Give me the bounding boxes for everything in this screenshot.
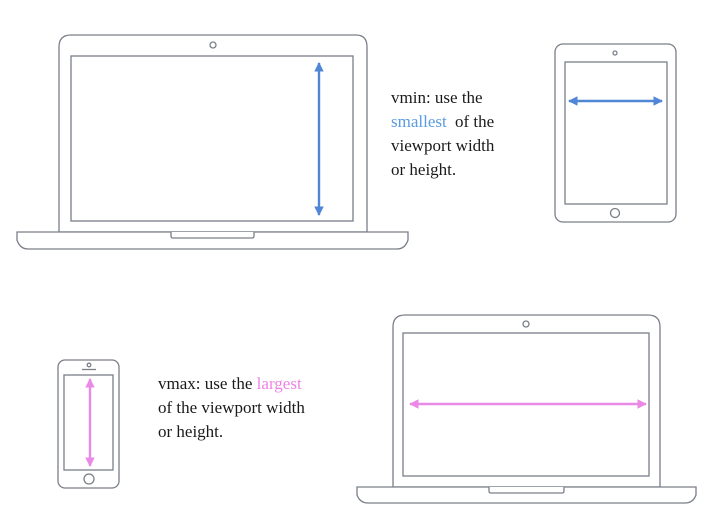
tablet-camera [612,50,618,56]
tablet-icon [554,43,677,223]
phone-camera [86,362,92,368]
laptop-screen [70,55,354,222]
laptop-notch [488,487,565,494]
laptop-base [16,231,409,250]
vmin-line-4: or height. [391,160,457,179]
vmax-description: vmax: use the largest of the viewport wi… [158,372,305,444]
laptop-base [356,486,697,504]
vmax-line-3: or height. [158,422,224,441]
laptop-camera [209,41,217,49]
vmin-line-1: vmin: use the [391,88,483,107]
laptop-notch [170,232,255,239]
phone-screen [63,374,114,471]
vmax-line-2: of the viewport width [158,398,305,417]
vmin-after-highlight: of the [454,112,495,131]
vmin-description: vmin: use the smallest of the viewport w… [391,86,494,182]
laptop-icon [356,314,697,504]
tablet-screen [564,61,668,205]
vmin-line-3: viewport width [391,136,495,155]
vmax-highlight: largest [256,374,302,393]
phone-icon [57,359,120,489]
laptop-icon [16,34,409,250]
vmin-highlight: smallest [391,112,447,131]
tablet-home-button [609,207,621,219]
vmin-line-2: smallest of the [391,110,494,134]
vmax-prefix: vmax: use the [158,374,253,393]
laptop-camera [522,320,530,328]
phone-home-button [83,473,95,485]
vmax-line-1: vmax: use the largest [158,372,305,396]
